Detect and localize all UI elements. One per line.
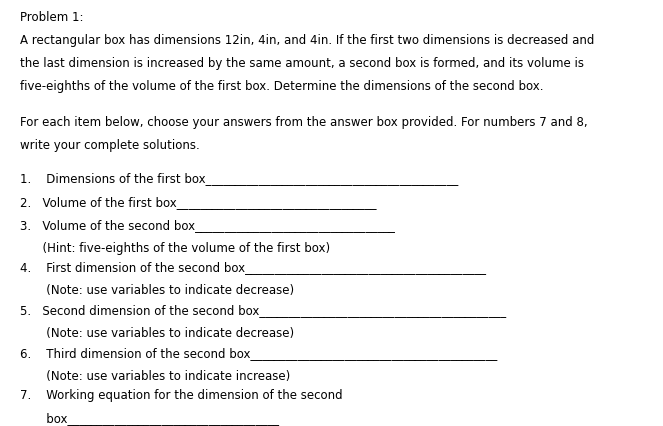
- Text: 2.   Volume of the first box__________________________________: 2. Volume of the first box______________…: [20, 195, 377, 208]
- Text: (Note: use variables to indicate decrease): (Note: use variables to indicate decreas…: [20, 326, 294, 339]
- Text: (Note: use variables to indicate decrease): (Note: use variables to indicate decreas…: [20, 284, 294, 296]
- Text: 3.   Volume of the second box__________________________________: 3. Volume of the second box_____________…: [20, 218, 394, 231]
- Text: (Note: use variables to indicate increase): (Note: use variables to indicate increas…: [20, 369, 290, 382]
- Text: A rectangular box has dimensions 12in, 4in, and 4in. If the first two dimensions: A rectangular box has dimensions 12in, 4…: [20, 34, 594, 46]
- Text: 1.    Dimensions of the first box___________________________________________: 1. Dimensions of the first box__________…: [20, 172, 458, 185]
- Text: 4.    First dimension of the second box_________________________________________: 4. First dimension of the second box____…: [20, 261, 486, 273]
- Text: Problem 1:: Problem 1:: [20, 11, 84, 23]
- Text: box____________________________________: box____________________________________: [20, 412, 279, 424]
- Text: write your complete solutions.: write your complete solutions.: [20, 138, 200, 151]
- Text: 7.    Working equation for the dimension of the second: 7. Working equation for the dimension of…: [20, 389, 343, 401]
- Text: For each item below, choose your answers from the answer box provided. For numbe: For each item below, choose your answers…: [20, 115, 587, 128]
- Text: 6.    Third dimension of the second box_________________________________________: 6. Third dimension of the second box____…: [20, 346, 497, 359]
- Text: 5.   Second dimension of the second box_________________________________________: 5. Second dimension of the second box___…: [20, 303, 506, 316]
- Text: five-eighths of the volume of the first box. Determine the dimensions of the sec: five-eighths of the volume of the first …: [20, 80, 544, 92]
- Text: (Hint: five-eighths of the volume of the first box): (Hint: five-eighths of the volume of the…: [20, 241, 330, 254]
- Text: the last dimension is increased by the same amount, a second box is formed, and : the last dimension is increased by the s…: [20, 57, 584, 69]
